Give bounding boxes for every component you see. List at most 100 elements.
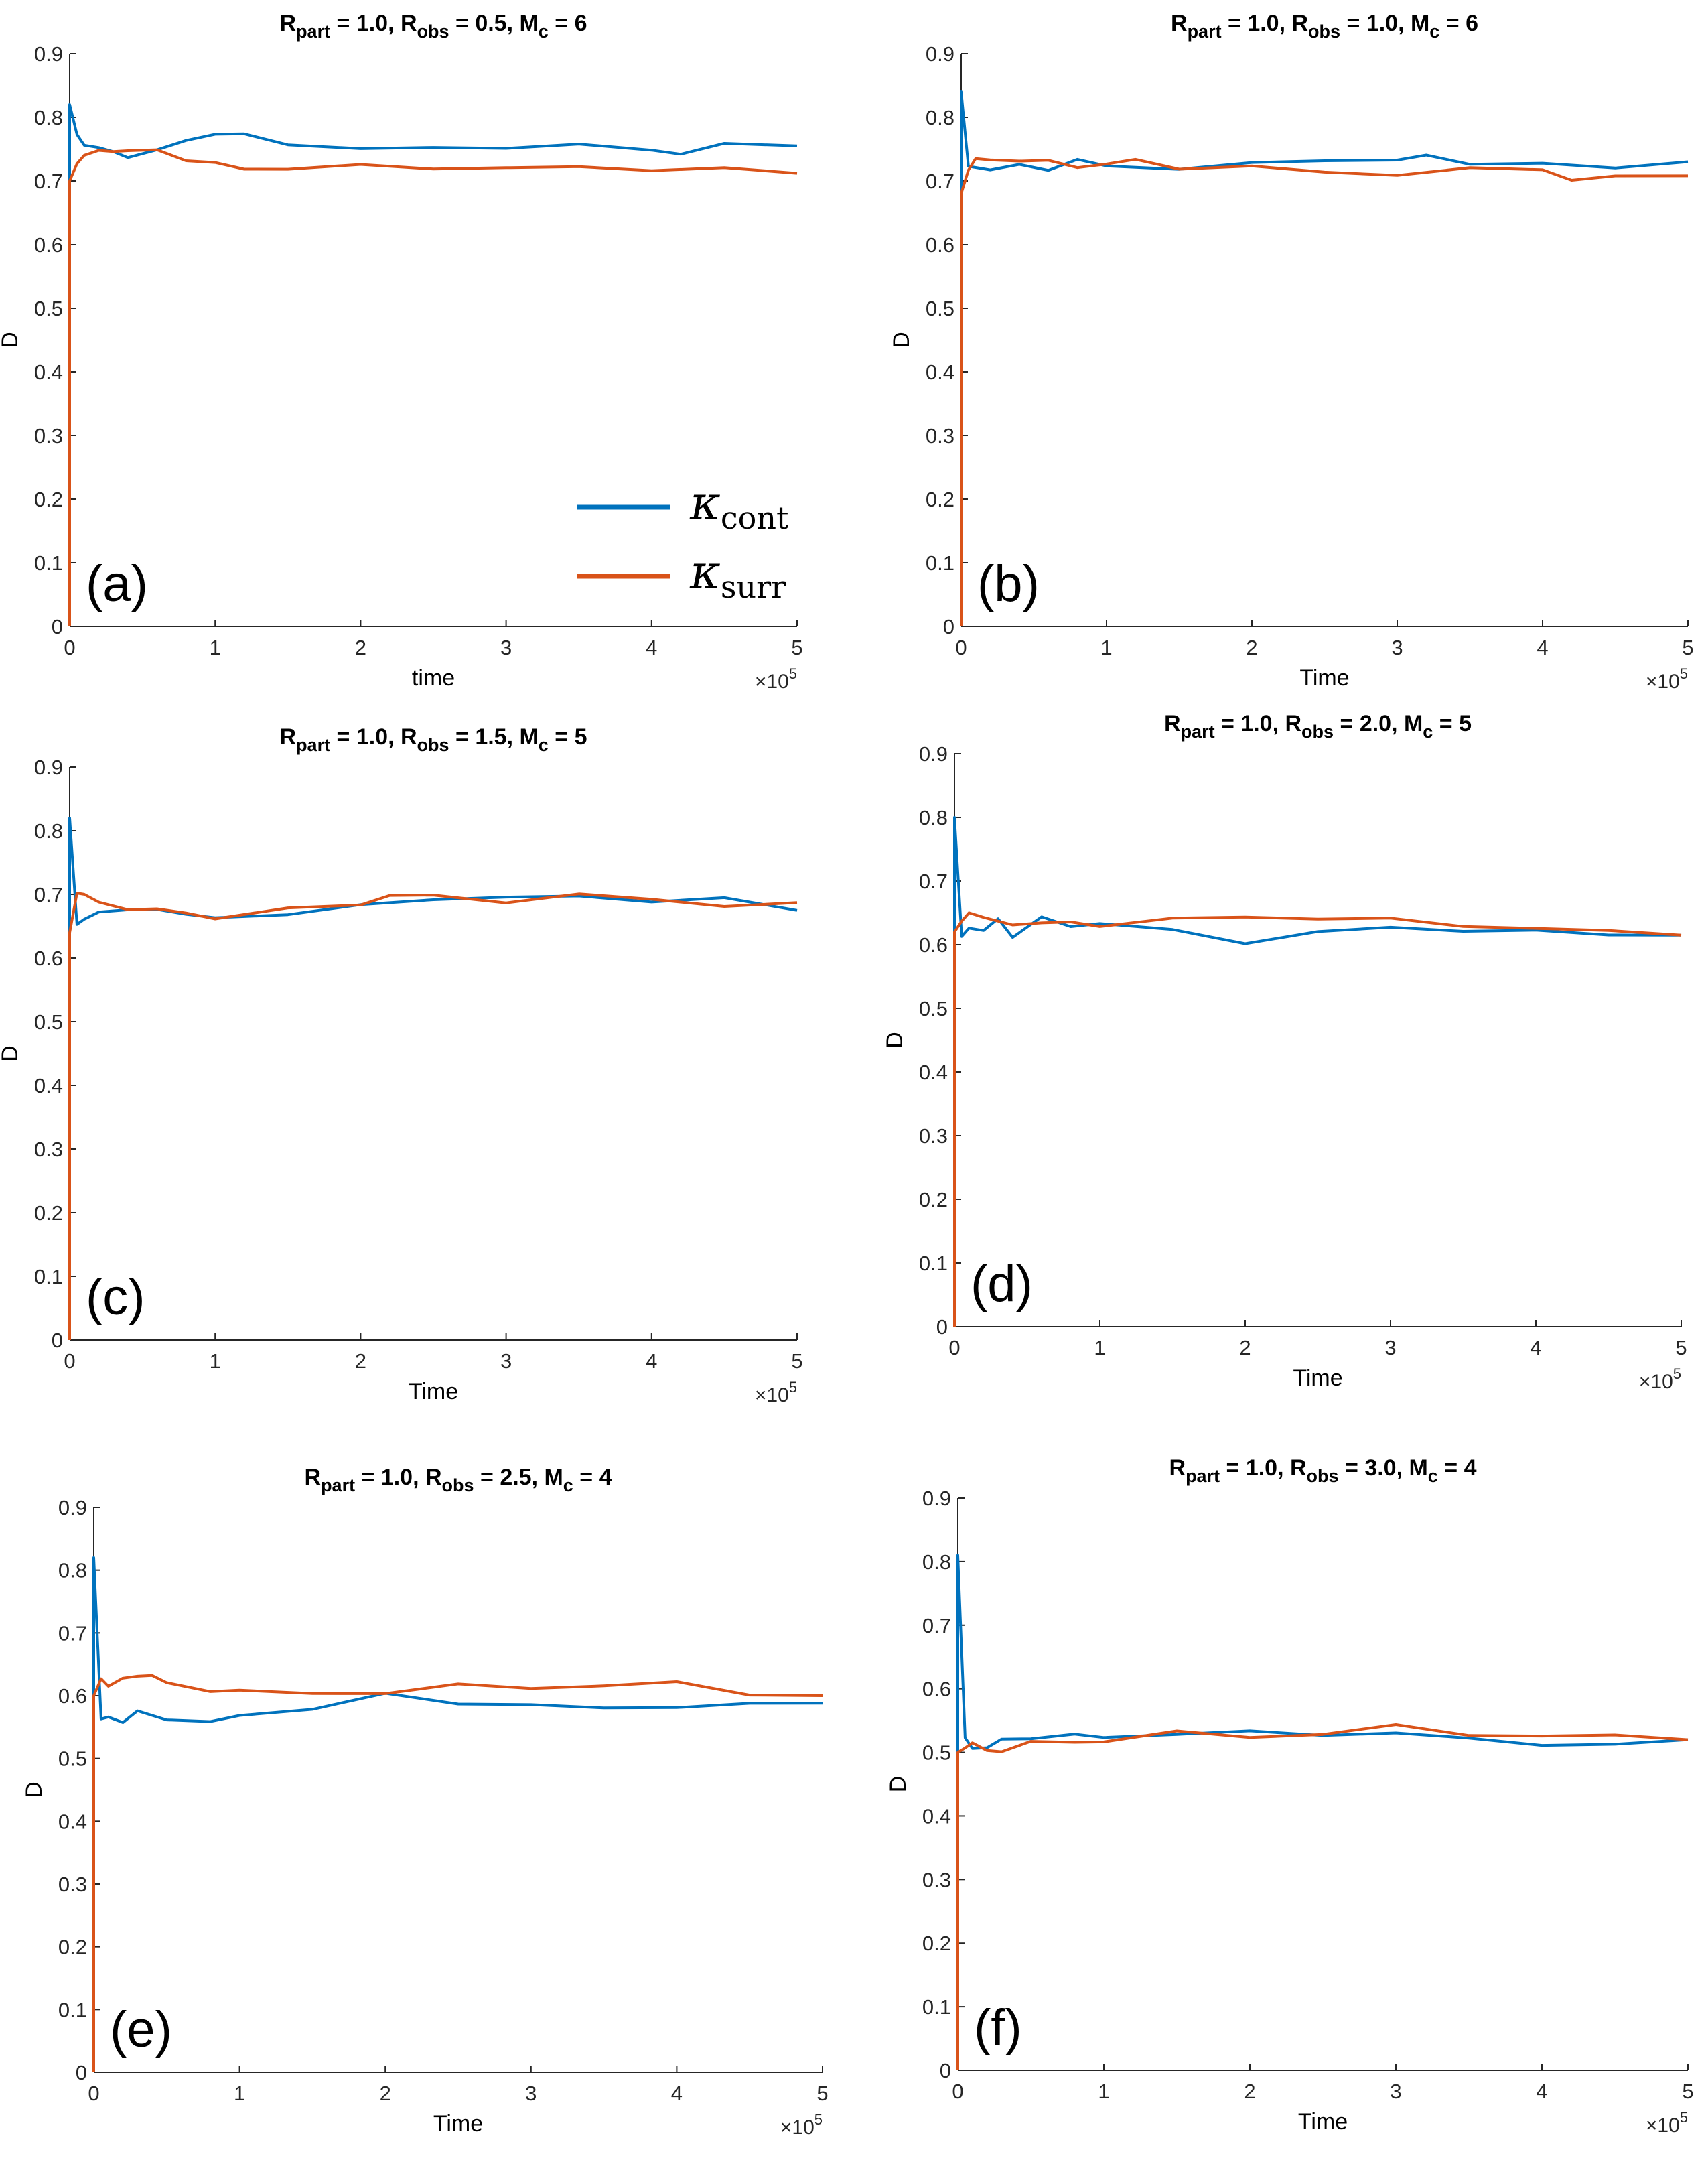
panel-e-ytick-label: 0.6 [58, 1684, 87, 1708]
panel-b-title: Rpart = 1.0, Robs = 1.0, Mc = 6 [1171, 11, 1478, 42]
panel-c-xlabel: Time [409, 1379, 458, 1404]
panel-d-x-exponent: ×105 [1639, 1365, 1681, 1393]
panel-f: 0 0.1 0.2 0.3 0.4 0.5 0.6 0.7 0.8 0.9 0 1 2 3 4 5 ×105 Ti… [885, 1455, 1694, 2137]
panel-a-ytick-label: 0 [52, 615, 63, 638]
panel-f-xtick-label: 3 [1390, 2080, 1401, 2103]
panel-b-xtick-label: 2 [1246, 636, 1257, 659]
panel-a-x-exponent: ×105 [755, 665, 797, 693]
panel-f-ylabel: D [885, 1776, 911, 1793]
panel-e-xtick-label: 3 [525, 2082, 537, 2105]
panel-d-label: (d) [971, 1256, 1033, 1312]
panel-b: 0 0.1 0.2 0.3 0.4 0.5 0.6 0.7 0.8 0.9 0 1 2 3 4 5 ×105 Ti… [889, 11, 1694, 693]
legend-item-cont-label: κcont [689, 476, 789, 536]
panel-e-title: Rpart = 1.0, Robs = 2.5, Mc = 4 [305, 1465, 612, 1495]
panel-e-ytick-label: 0.7 [58, 1621, 87, 1645]
panel-d-xtick-label: 3 [1384, 1336, 1396, 1359]
panel-f-x-exponent: ×105 [1646, 2109, 1688, 2137]
panel-b-series-surr [960, 157, 1689, 626]
panel-f-ytick-label: 0.2 [922, 1932, 951, 1955]
panel-e-ytick-label: 0.8 [58, 1559, 87, 1582]
panel-e-ytick-label: 0.1 [58, 1998, 87, 2021]
panel-c-label: (c) [86, 1269, 145, 1326]
panel-e-series-surr [92, 1674, 823, 2072]
panel-a-title: Rpart = 1.0, Robs = 0.5, Mc = 6 [280, 11, 587, 42]
panel-a-ytick-label: 0.2 [34, 488, 63, 511]
panel-a-xlabel: time [412, 665, 455, 691]
panel-b-ytick-label: 0.1 [926, 551, 954, 575]
panel-d-xtick-label: 4 [1530, 1336, 1541, 1359]
panel-c-ytick-label: 0.3 [34, 1138, 63, 1161]
panel-b-ytick-label: 0 [943, 615, 954, 638]
panel-b-ytick-label: 0.5 [926, 297, 954, 320]
panel-a-ytick-label: 0.3 [34, 424, 63, 448]
panel-a-ytick-label: 0.1 [34, 551, 63, 575]
panel-c-series-surr [68, 892, 798, 1340]
panel-b-ytick-label: 0.6 [926, 233, 954, 257]
panel-e-ytick-label: 0.3 [58, 1873, 87, 1896]
panel-f-title: Rpart = 1.0, Robs = 3.0, Mc = 4 [1169, 1455, 1477, 1486]
panel-e-xtick-label: 4 [671, 2082, 683, 2105]
panel-f-ytick-label: 0.4 [922, 1804, 951, 1828]
panel-f-ytick-label: 0 [940, 2059, 951, 2082]
panel-c-xtick-label: 2 [355, 1349, 366, 1373]
legend: κcont κsurr [577, 476, 789, 605]
panel-b-ytick-label: 0.3 [926, 424, 954, 448]
panel-c-xtick-label: 5 [791, 1349, 802, 1373]
panel-b-series-cont [960, 90, 1689, 626]
panel-b-x-exponent: ×105 [1646, 665, 1688, 693]
panel-c-ytick-label: 0.5 [34, 1010, 63, 1034]
panel-c-ylabel: D [0, 1045, 23, 1062]
panel-a: 0 0.1 0.2 0.3 0.4 0.5 0.6 0.7 0.8 0.9 0 1 2 3 4 5 ×105 ti… [0, 11, 803, 693]
panel-f-series-cont [956, 1554, 1689, 2070]
panel-c-ytick-label: 0.4 [34, 1074, 63, 1097]
panel-c-xtick-label: 3 [500, 1349, 512, 1373]
panel-f-ytick-label: 0.7 [922, 1614, 951, 1637]
panel-e-ylabel: D [21, 1781, 47, 1798]
panel-c-xtick-label: 4 [646, 1349, 657, 1373]
panel-f-ytick-label: 0.1 [922, 1995, 951, 2019]
panel-b-ytick-label: 0.7 [926, 170, 954, 193]
panel-b-xlabel: Time [1299, 665, 1349, 691]
panel-c-title: Rpart = 1.0, Robs = 1.5, Mc = 5 [280, 724, 587, 755]
panel-d-ytick-label: 0.7 [919, 870, 948, 893]
panel-d-ylabel: D [882, 1032, 908, 1049]
panel-c: 0 0.1 0.2 0.3 0.4 0.5 0.6 0.7 0.8 0.9 0 1 2 3 4 5 ×105 Ti… [0, 724, 803, 1406]
panel-d-ytick-label: 0.6 [919, 933, 948, 957]
panel-d-xlabel: Time [1293, 1365, 1342, 1391]
panel-c-ytick-label: 0.6 [34, 947, 63, 970]
panel-a-ytick-label: 0.5 [34, 297, 63, 320]
panel-e-x-exponent: ×105 [780, 2111, 823, 2139]
panel-e-label: (e) [110, 2001, 172, 2058]
panel-d-title: Rpart = 1.0, Robs = 2.0, Mc = 5 [1164, 711, 1472, 742]
panel-a-xtick-label: 4 [646, 636, 657, 659]
panel-c-xtick-label: 1 [210, 1349, 221, 1373]
panel-d-ytick-label: 0.3 [919, 1124, 948, 1148]
panel-f-label: (f) [974, 1999, 1022, 2056]
panel-a-ylabel: D [0, 332, 23, 348]
panel-a-ytick-label: 0.8 [34, 106, 63, 129]
panel-e-xtick-label: 1 [234, 2082, 245, 2105]
panel-a-series-cont [68, 103, 798, 626]
panel-a-xtick-label: 0 [64, 636, 75, 659]
panel-a-xtick-label: 3 [500, 636, 512, 659]
panel-b-xtick-label: 4 [1537, 636, 1548, 659]
panel-c-ytick-label: 0.9 [34, 756, 63, 779]
panel-f-ytick-label: 0.6 [922, 1678, 951, 1701]
panel-d-series-cont [953, 816, 1682, 1327]
panel-f-xtick-label: 0 [952, 2080, 963, 2103]
panel-d-ytick-label: 0.4 [919, 1061, 948, 1084]
panel-f-xtick-label: 4 [1536, 2080, 1547, 2103]
panel-c-ytick-label: 0.2 [34, 1201, 63, 1225]
panel-b-ytick-label: 0.2 [926, 488, 954, 511]
panel-d-xtick-label: 5 [1675, 1336, 1687, 1359]
panel-e-xtick-label: 5 [816, 2082, 828, 2105]
panel-b-ytick-label: 0.9 [926, 42, 954, 66]
panel-a-xtick-label: 1 [210, 636, 221, 659]
panel-c-x-exponent: ×105 [755, 1379, 797, 1406]
panel-e-ytick-label: 0.4 [58, 1810, 87, 1833]
panel-d: 0 0.1 0.2 0.3 0.4 0.5 0.6 0.7 0.8 0.9 0 1 2 3 4 5 ×105 Ti… [882, 711, 1687, 1393]
panel-d-xtick-label: 0 [948, 1336, 960, 1359]
panel-f-xtick-label: 5 [1682, 2080, 1693, 2103]
panel-a-ytick-label: 0.4 [34, 360, 63, 384]
